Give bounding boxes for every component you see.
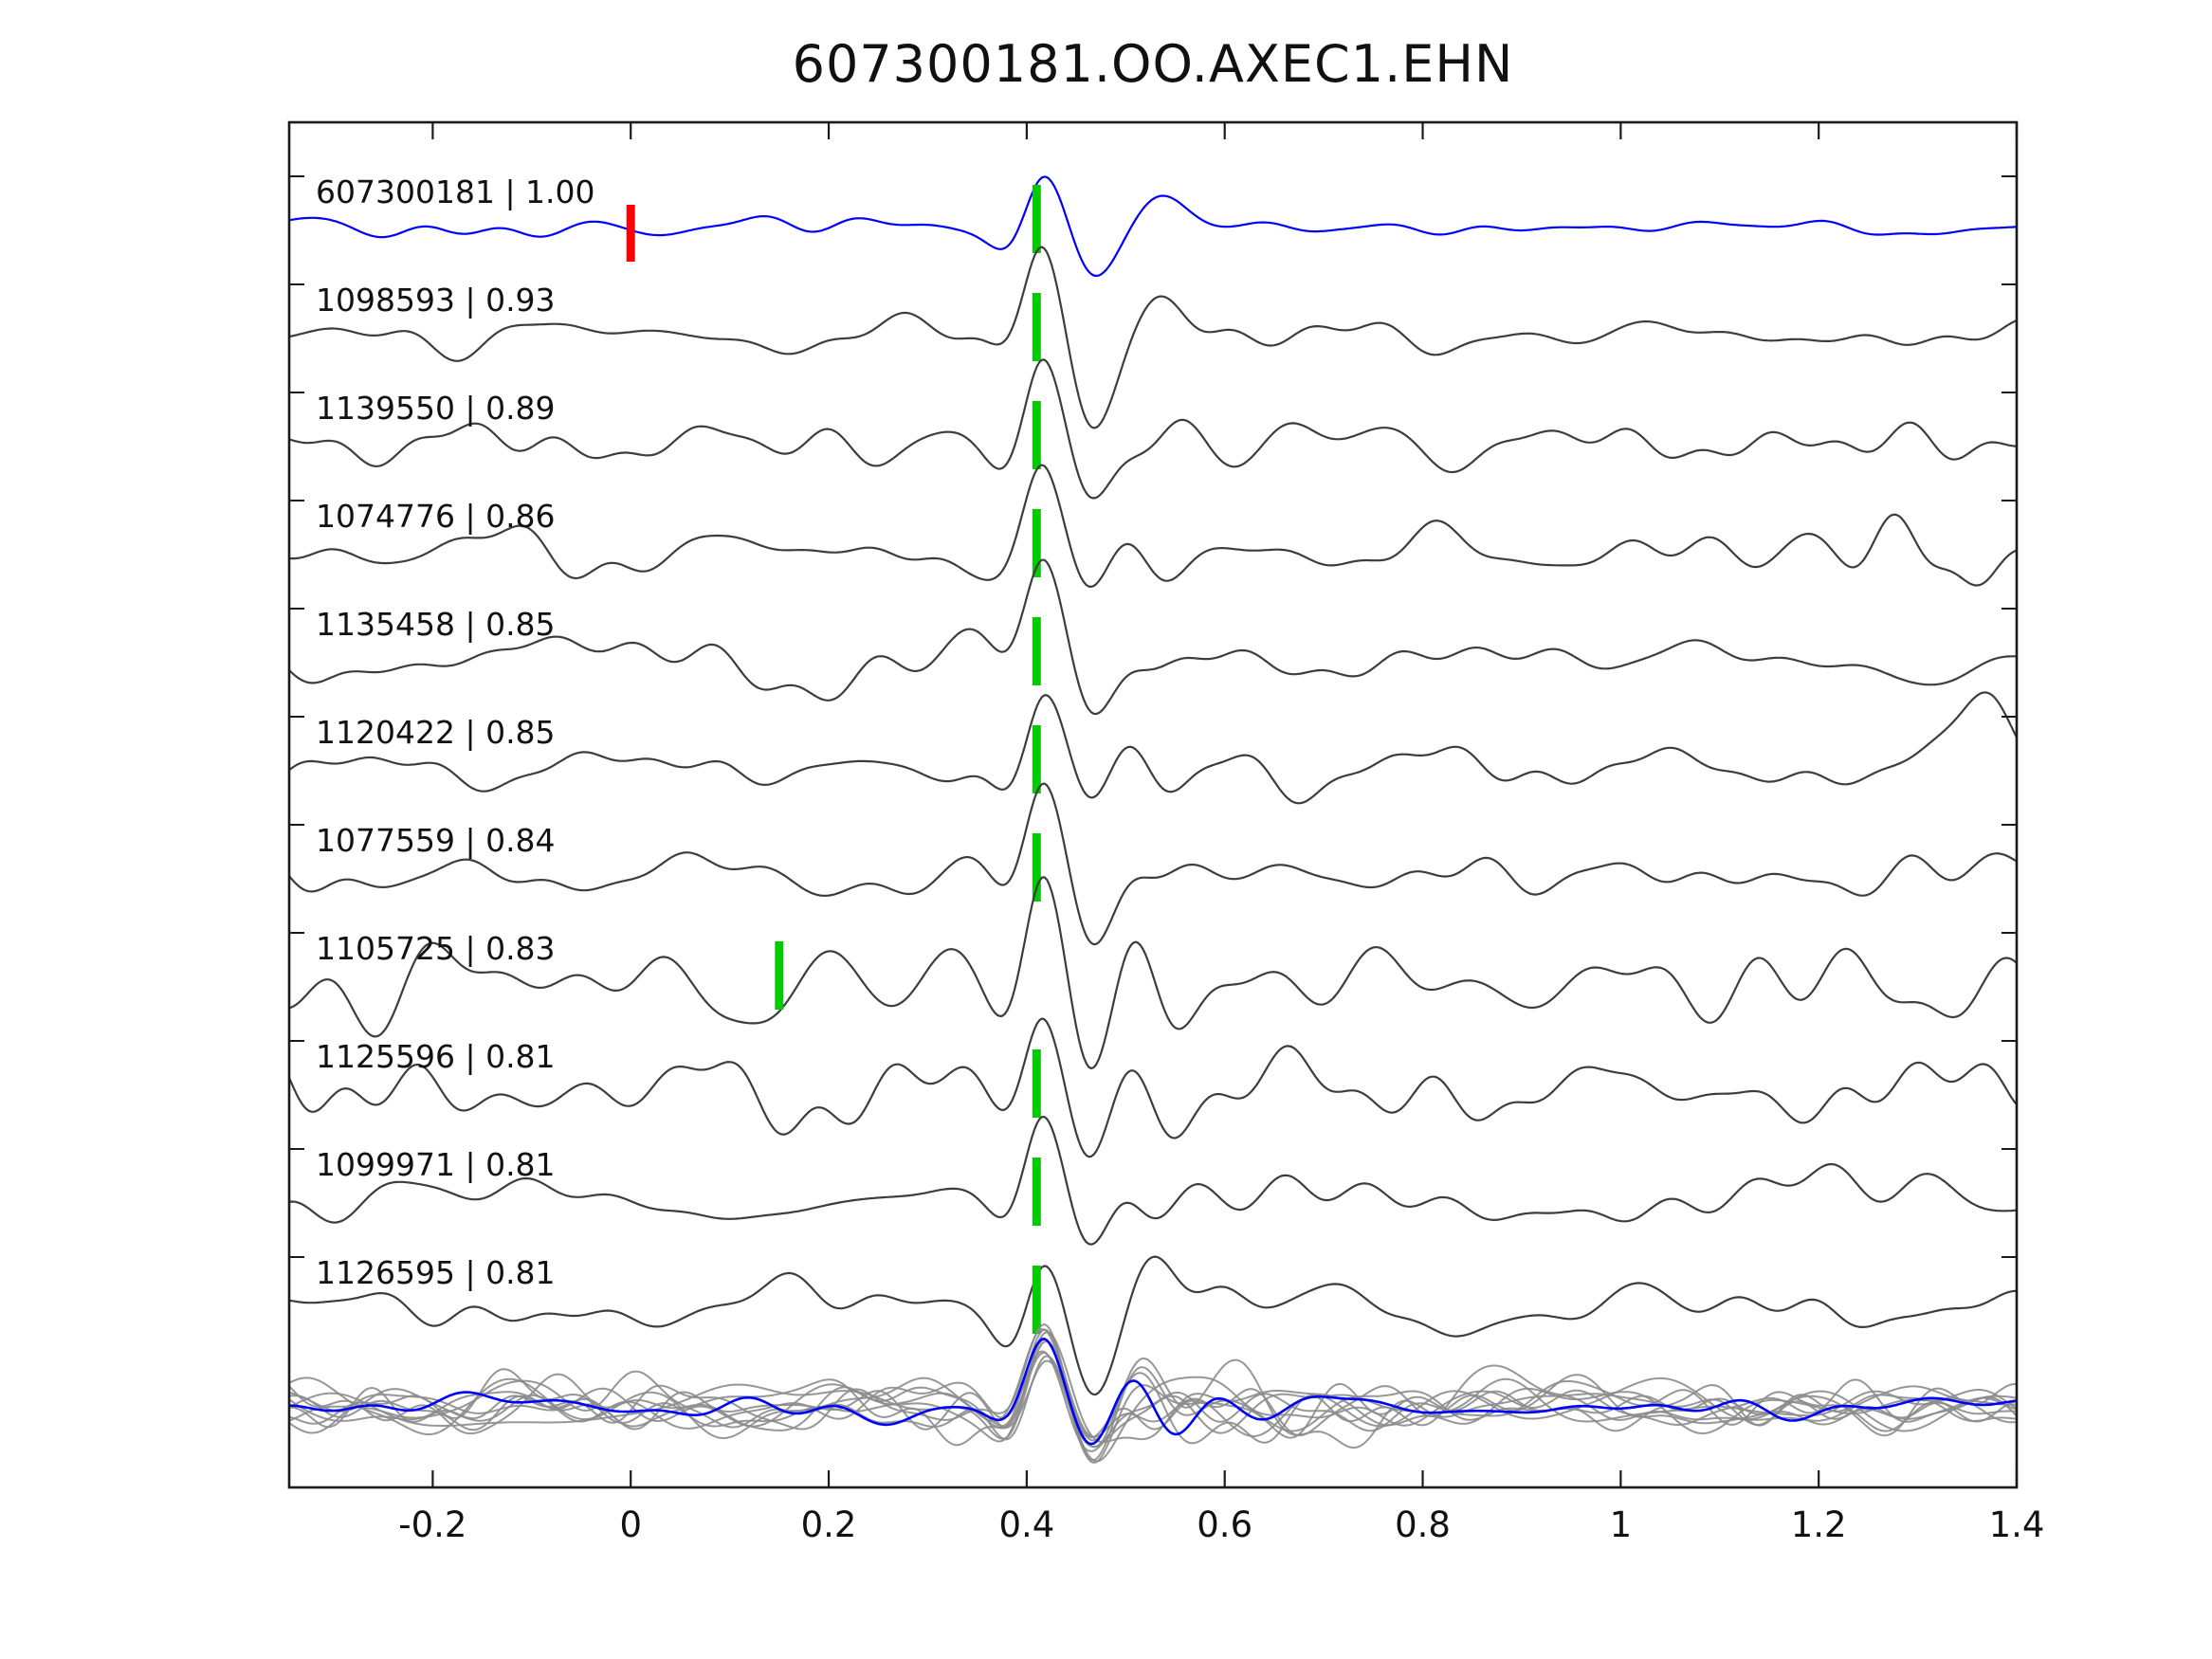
stack-trace-gray-6 xyxy=(290,1328,2016,1445)
waveform-trace-1074776 xyxy=(290,464,2016,588)
trace-label-1120422: 1120422 | 0.85 xyxy=(316,714,556,751)
waveform-trace-1120422 xyxy=(290,691,2016,805)
trace-label-1099971: 1099971 | 0.81 xyxy=(316,1146,556,1183)
detection-pick-marker-1098593 xyxy=(1032,293,1041,361)
trace-label-1105725: 1105725 | 0.83 xyxy=(316,930,556,967)
trace-label-1139550: 1139550 | 0.89 xyxy=(316,390,556,427)
x-tick-label: 1 xyxy=(1610,1504,1633,1545)
template-pick-marker-607300181 xyxy=(626,205,635,262)
x-tick-label: 0.4 xyxy=(998,1504,1054,1545)
detection-pick-marker-1139550 xyxy=(1032,401,1041,469)
detection-pick-marker-1074776 xyxy=(1032,509,1041,577)
trace-label-1098593: 1098593 | 0.93 xyxy=(316,282,556,319)
trace-label-1135458: 1135458 | 0.85 xyxy=(316,606,556,643)
x-tick-label: 0 xyxy=(619,1504,642,1545)
waveform-trace-1135458 xyxy=(290,558,2016,716)
waveform-trace-1099971 xyxy=(290,1116,2016,1246)
detection-pick-marker-1125596 xyxy=(1032,1049,1041,1118)
x-tick-label: 1.2 xyxy=(1791,1504,1847,1545)
trace-label-1125596: 1125596 | 0.81 xyxy=(316,1038,556,1075)
stack-trace-gray-4 xyxy=(290,1340,2016,1440)
plot-frame xyxy=(287,120,2019,1489)
x-tick-label: 0.2 xyxy=(801,1504,857,1545)
x-tick-label: 0.8 xyxy=(1395,1504,1451,1545)
detection-pick-marker-1077559 xyxy=(1032,833,1041,902)
x-tick-label: 0.6 xyxy=(1197,1504,1252,1545)
waveform-trace-1098593 xyxy=(290,246,2016,429)
stack-trace-gray-8 xyxy=(290,1331,2016,1444)
plot-title: 607300181.OO.AXEC1.EHN xyxy=(792,34,1514,94)
trace-label-1077559: 1077559 | 0.84 xyxy=(316,822,556,859)
detection-pick-marker-1120422 xyxy=(1032,725,1041,793)
detection-pick-marker-607300181 xyxy=(1032,185,1041,253)
trace-label-607300181: 607300181 | 1.00 xyxy=(316,173,595,210)
waveform-trace-1125596 xyxy=(290,1017,2016,1158)
x-tick-label: -0.2 xyxy=(398,1504,466,1545)
waveform-trace-1105725 xyxy=(290,876,2016,1070)
traces-group xyxy=(290,175,2016,1464)
detection-pick-marker-1099971 xyxy=(1032,1158,1041,1226)
detection-pick-marker-1126595 xyxy=(1032,1266,1041,1334)
waveform-trace-607300181 xyxy=(290,175,2016,278)
waveform-trace-1126595 xyxy=(290,1255,2016,1396)
stack-trace-gray-3 xyxy=(290,1322,2016,1464)
trace-label-1126595: 1126595 | 0.81 xyxy=(316,1254,556,1291)
waveform-trace-1077559 xyxy=(290,782,2016,946)
detection-pick-marker-1135458 xyxy=(1032,617,1041,685)
waveform-trace-1139550 xyxy=(290,358,2016,500)
stack-trace-template xyxy=(290,1337,2016,1446)
stack-trace-gray-9 xyxy=(290,1355,2016,1463)
x-tick-label: 1.4 xyxy=(1989,1504,2045,1545)
detection-pick-marker-1105725 xyxy=(775,941,784,1010)
trace-label-1074776: 1074776 | 0.86 xyxy=(316,498,556,535)
